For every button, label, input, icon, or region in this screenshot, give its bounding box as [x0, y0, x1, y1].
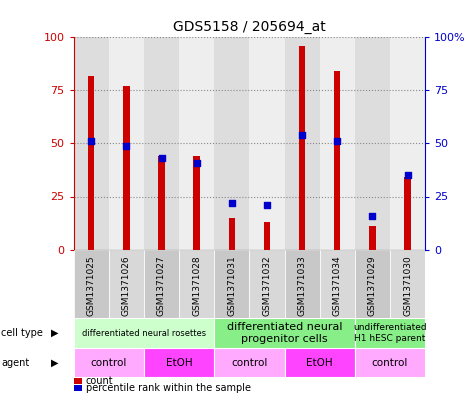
Bar — [264, 222, 270, 250]
Text: undifferentiated
H1 hESC parent: undifferentiated H1 hESC parent — [353, 323, 427, 343]
Bar — [193, 156, 200, 250]
Point — [369, 213, 376, 219]
Bar — [109, 250, 144, 318]
Text: control: control — [231, 358, 267, 367]
Text: agent: agent — [1, 358, 29, 367]
Bar — [355, 348, 425, 377]
Point — [404, 172, 411, 178]
Point — [193, 160, 200, 166]
Point — [123, 142, 130, 149]
Title: GDS5158 / 205694_at: GDS5158 / 205694_at — [173, 20, 326, 33]
Text: GSM1371033: GSM1371033 — [298, 255, 306, 316]
Bar — [179, 37, 214, 250]
Bar — [285, 37, 320, 250]
Text: GSM1371026: GSM1371026 — [122, 255, 131, 316]
Bar — [214, 348, 285, 377]
Text: GSM1371031: GSM1371031 — [228, 255, 236, 316]
Text: GSM1371030: GSM1371030 — [403, 255, 412, 316]
Point — [263, 202, 271, 208]
Text: control: control — [372, 358, 408, 367]
Bar — [123, 86, 130, 250]
Bar — [179, 250, 214, 318]
Text: ▶: ▶ — [51, 328, 58, 338]
Text: EtOH: EtOH — [306, 358, 333, 367]
Bar — [334, 71, 341, 250]
Text: differentiated neural rosettes: differentiated neural rosettes — [82, 329, 206, 338]
Point — [87, 138, 95, 145]
Bar — [88, 75, 95, 250]
Text: GSM1371028: GSM1371028 — [192, 255, 201, 316]
Bar — [369, 226, 376, 250]
Point — [333, 138, 341, 145]
Bar — [74, 348, 144, 377]
Text: differentiated neural
progenitor cells: differentiated neural progenitor cells — [227, 322, 342, 344]
Text: count: count — [86, 376, 113, 386]
Bar — [158, 156, 165, 250]
Bar — [74, 318, 214, 348]
Bar — [320, 37, 355, 250]
Bar — [285, 348, 355, 377]
Bar — [74, 250, 109, 318]
Bar — [228, 218, 235, 250]
Bar — [214, 250, 249, 318]
Point — [298, 132, 306, 138]
Bar — [144, 348, 214, 377]
Point — [158, 155, 165, 162]
Text: cell type: cell type — [1, 328, 43, 338]
Bar — [249, 37, 285, 250]
Bar — [320, 250, 355, 318]
Bar — [109, 37, 144, 250]
Text: GSM1371029: GSM1371029 — [368, 255, 377, 316]
Bar — [144, 37, 179, 250]
Bar — [144, 250, 179, 318]
Text: GSM1371025: GSM1371025 — [87, 255, 95, 316]
Bar — [390, 250, 425, 318]
Text: percentile rank within the sample: percentile rank within the sample — [86, 383, 250, 393]
Bar — [249, 250, 285, 318]
Text: GSM1371034: GSM1371034 — [333, 255, 342, 316]
Text: control: control — [91, 358, 127, 367]
Bar — [214, 37, 249, 250]
Text: EtOH: EtOH — [166, 358, 192, 367]
Bar — [390, 37, 425, 250]
Bar — [285, 250, 320, 318]
Bar — [355, 37, 390, 250]
Bar — [355, 250, 390, 318]
Text: ▶: ▶ — [51, 358, 58, 367]
Bar — [299, 46, 305, 250]
Bar — [355, 318, 425, 348]
Bar — [214, 318, 355, 348]
Bar — [404, 177, 411, 250]
Point — [228, 200, 236, 206]
Bar — [74, 37, 109, 250]
Text: GSM1371032: GSM1371032 — [263, 255, 271, 316]
Text: GSM1371027: GSM1371027 — [157, 255, 166, 316]
